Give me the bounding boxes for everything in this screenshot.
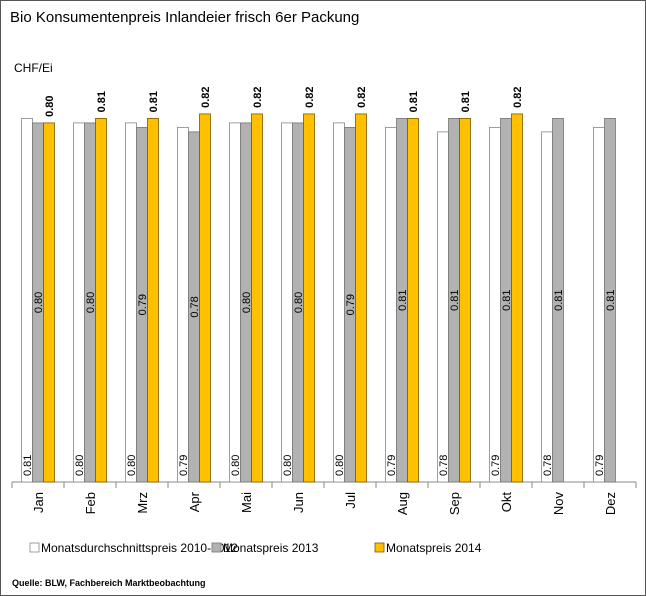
value-label: 0.82 (356, 86, 368, 107)
value-label: 0.79 (345, 294, 357, 315)
bar (95, 118, 107, 483)
value-label: 0.82 (512, 86, 524, 107)
x-tick-label: Feb (83, 492, 98, 514)
bar (355, 113, 367, 483)
bar (251, 113, 263, 483)
value-label: 0.80 (85, 292, 97, 313)
legend-label: Monatspreis 2014 (386, 541, 482, 555)
x-tick-label: Jul (343, 492, 358, 509)
bar (229, 122, 241, 483)
chart-title: Bio Konsumentenpreis Inlandeier frisch 6… (10, 9, 359, 26)
value-label: 0.80 (241, 292, 253, 313)
bar (333, 122, 345, 483)
legend-label: Monatspreis 2013 (223, 541, 319, 555)
bar (73, 122, 85, 483)
x-tick-label: Nov (551, 492, 566, 516)
bar (303, 113, 315, 483)
bar (147, 118, 159, 483)
value-label: 0.78 (542, 455, 554, 476)
value-label: 0.80 (33, 292, 45, 313)
value-label: 0.82 (200, 86, 212, 107)
value-label: 0.82 (252, 86, 264, 107)
value-label: 0.78 (189, 296, 201, 317)
x-tick-label: Apr (187, 491, 202, 512)
value-label: 0.81 (148, 91, 160, 112)
value-label: 0.80 (282, 455, 294, 476)
bar (541, 131, 553, 483)
value-label: 0.81 (22, 455, 34, 476)
value-label: 0.80 (230, 455, 242, 476)
value-label: 0.81 (397, 289, 409, 310)
value-label: 0.80 (293, 292, 305, 313)
bar (459, 118, 471, 483)
value-label: 0.82 (304, 86, 316, 107)
bar (552, 118, 564, 483)
bar (177, 126, 189, 483)
bar (604, 118, 616, 483)
bar (43, 122, 55, 483)
bar (125, 122, 137, 483)
value-label: 0.81 (96, 91, 108, 112)
bar (21, 118, 33, 483)
x-tick-label: Sep (447, 492, 462, 515)
x-tick-label: Dez (603, 492, 618, 515)
value-label: 0.79 (594, 455, 606, 476)
bar (437, 131, 449, 483)
x-tick-label: Okt (499, 492, 514, 513)
value-label: 0.79 (490, 455, 502, 476)
bar (593, 126, 605, 483)
value-label: 0.81 (408, 91, 420, 112)
value-label: 0.80 (44, 95, 56, 116)
bar (511, 113, 523, 483)
value-label: 0.79 (386, 455, 398, 476)
x-tick-label: Mai (239, 492, 254, 513)
value-label: 0.80 (126, 455, 138, 476)
value-label: 0.81 (449, 289, 461, 310)
legend-label: Monatsdurchschnittspreis 2010-2012 (41, 541, 238, 555)
bar (281, 122, 293, 483)
bar (407, 118, 419, 483)
legend-swatch (211, 542, 222, 553)
x-tick-label: Jun (291, 492, 306, 513)
value-label: 0.81 (460, 91, 472, 112)
legend-swatch (29, 542, 40, 553)
value-label: 0.79 (137, 294, 149, 315)
x-tick-label: Jan (31, 492, 46, 513)
value-label: 0.80 (74, 455, 86, 476)
x-tick-label: Aug (395, 492, 410, 515)
y-axis-label: CHF/Ei (14, 61, 53, 75)
legend-swatch (374, 542, 385, 553)
value-label: 0.79 (178, 455, 190, 476)
value-label: 0.78 (438, 455, 450, 476)
value-label: 0.81 (605, 289, 617, 310)
value-label: 0.81 (501, 289, 513, 310)
bar (199, 113, 211, 483)
value-label: 0.80 (334, 455, 346, 476)
value-label: 0.81 (553, 289, 565, 310)
x-tick-label: Mrz (135, 492, 150, 514)
bar (489, 126, 501, 483)
source-note: Quelle: BLW, Fachbereich Marktbeobachtun… (12, 578, 206, 588)
bar (385, 126, 397, 483)
